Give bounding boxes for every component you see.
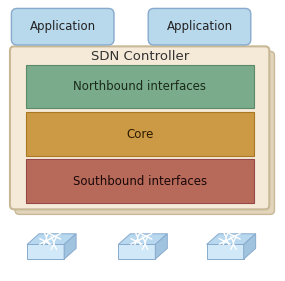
Text: SDN Controller: SDN Controller [91, 50, 189, 63]
Polygon shape [27, 234, 76, 244]
Polygon shape [155, 234, 167, 259]
FancyBboxPatch shape [10, 46, 269, 209]
Polygon shape [27, 244, 64, 259]
Text: Core: Core [126, 128, 153, 141]
FancyBboxPatch shape [11, 8, 114, 45]
Polygon shape [207, 244, 244, 259]
Polygon shape [118, 244, 155, 259]
FancyBboxPatch shape [148, 8, 251, 45]
Text: Southbound interfaces: Southbound interfaces [73, 175, 207, 188]
Text: Application: Application [166, 20, 233, 33]
Polygon shape [244, 234, 256, 259]
Polygon shape [118, 234, 167, 244]
FancyBboxPatch shape [15, 51, 274, 214]
Text: Northbound interfaces: Northbound interfaces [73, 80, 206, 93]
Polygon shape [64, 234, 76, 259]
Bar [26, 112, 254, 156]
Polygon shape [207, 234, 256, 244]
Text: Application: Application [30, 20, 96, 33]
Bar [26, 65, 254, 108]
Bar [26, 159, 254, 203]
